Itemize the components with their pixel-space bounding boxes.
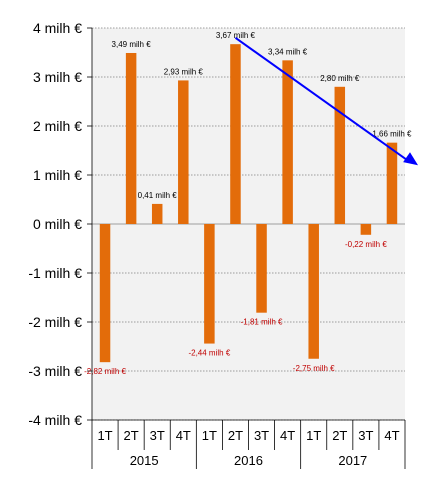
bars [99, 44, 398, 363]
y-tick-label: 0 milh € [33, 216, 82, 232]
bar [360, 224, 372, 235]
bar [282, 60, 293, 225]
x-axis: 1T 2T 3T 4T 1T 2T 3T 4T 1T 2T 3T 4T 2015 2016 2017 [91, 28, 406, 469]
data-label: 3,49 milh € [112, 40, 152, 49]
x-tick-label: 3T [254, 428, 269, 443]
trend-arrow [234, 36, 419, 166]
gridlines [87, 27, 405, 421]
data-label: -0,22 milh € [345, 240, 387, 249]
data-label: 3,34 milh € [268, 47, 308, 56]
year-label: 2017 [338, 453, 367, 468]
data-label: 3,67 milh € [216, 31, 256, 40]
x-tick-label: 1T [97, 428, 112, 443]
x-tick-label: 1T [202, 428, 217, 443]
trend-arrowhead [403, 152, 419, 166]
x-tick-label: 4T [384, 428, 399, 443]
data-label: -2,82 milh € [84, 367, 126, 376]
year-label: 2015 [130, 453, 159, 468]
bar [386, 142, 398, 224]
trend-line [234, 36, 409, 162]
data-label: -1,81 milh € [241, 318, 283, 327]
y-tick-label: -3 milh € [28, 363, 82, 379]
data-label: -2,44 milh € [188, 349, 230, 358]
y-tick-label: -4 milh € [28, 412, 82, 428]
data-label: -2,75 milh € [293, 364, 335, 373]
y-tick-label: -1 milh € [28, 265, 82, 281]
data-label: 0,41 milh € [138, 191, 178, 200]
y-tick-label: 3 milh € [33, 69, 82, 85]
x-tick-label: 2T [228, 428, 243, 443]
bar [308, 224, 319, 359]
bar [230, 44, 241, 224]
x-tick-label: 3T [358, 428, 373, 443]
y-tick-label: 4 milh € [33, 20, 82, 36]
bar [99, 224, 111, 363]
y-tick-label: -2 milh € [28, 314, 82, 330]
y-tick-label: 2 milh € [33, 118, 82, 134]
x-tick-label: 4T [280, 428, 295, 443]
x-tick-label: 2T [332, 428, 347, 443]
x-tick-label: 3T [150, 428, 165, 443]
bar [204, 224, 215, 344]
y-axis-ticks: 4 milh € 3 milh € 2 milh € 1 milh € 0 milh €… [28, 20, 82, 428]
bar [125, 52, 137, 224]
bar [151, 203, 163, 224]
bar [178, 80, 189, 225]
year-label: 2016 [234, 453, 263, 468]
data-label: 2,80 milh € [320, 74, 360, 83]
bar [256, 224, 267, 313]
y-tick-label: 1 milh € [33, 167, 82, 183]
data-labels: -2,82 milh € 3,49 milh € 0,41 milh € 2,93 m… [84, 31, 412, 376]
data-label: 1,66 milh € [372, 130, 412, 139]
bar [334, 86, 346, 224]
x-tick-label: 1T [306, 428, 321, 443]
x-tick-label: 4T [176, 428, 191, 443]
data-label: 2,93 milh € [164, 67, 204, 76]
x-tick-label: 2T [124, 428, 139, 443]
